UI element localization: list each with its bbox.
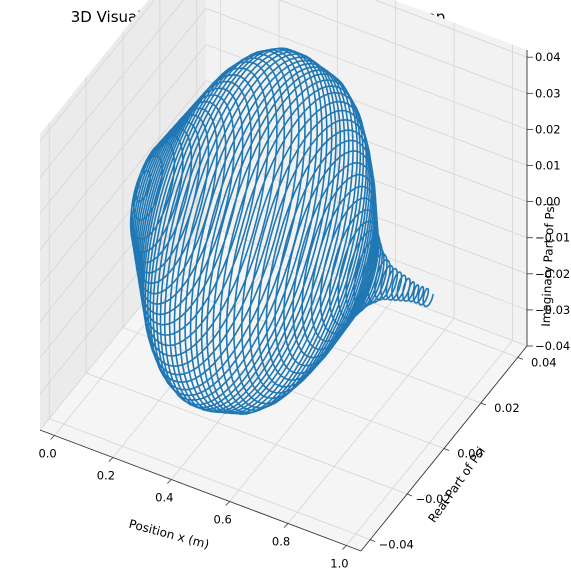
y-tick-label: 0.00 [457, 447, 483, 461]
z-tick-label: −0.02 [535, 267, 570, 281]
z-axis-label: Imaginary Part of Psi [539, 203, 557, 327]
tick-labels: 0.0 0.2 0.4 0.6 0.8 1.0 −0.04 −0.02 0.00 0.02 0.04… [38, 50, 570, 569]
z-grid-back [278, 0, 528, 94]
x-tick-label: 0.8 [272, 535, 290, 549]
y-tick-label: 0.02 [494, 401, 520, 415]
z-grid-side [39, 116, 207, 322]
z-grid-side [39, 0, 155, 142]
z-tick-label: 0.00 [535, 195, 561, 209]
z-tick-label: 0.04 [535, 50, 561, 64]
x-tick-label: 1.0 [330, 557, 348, 569]
data-series [129, 47, 434, 415]
y-grid-floor [49, 418, 371, 540]
y-tick-mark [480, 402, 487, 406]
z-grid-side [39, 44, 207, 250]
y-tick-mark [370, 539, 376, 542]
x-tick-label: 0.4 [155, 491, 173, 505]
x-tick-mark [108, 457, 114, 462]
z-grid-side [39, 8, 207, 214]
x-tick-mark [167, 479, 172, 484]
y-tick-label: 0.04 [531, 355, 557, 369]
x-tick-mark [50, 435, 55, 440]
x-tick-mark [283, 523, 289, 528]
x-axis-line [39, 429, 362, 552]
z-grid-back [205, 44, 528, 166]
z-tick-label: −0.04 [535, 339, 570, 353]
z-tick-label: −0.01 [535, 231, 570, 245]
z-grid-side [39, 0, 185, 178]
z-grid-side [39, 80, 207, 286]
y-grid-floor [85, 372, 408, 495]
y-tick-mark [517, 357, 523, 360]
z-grid-back [205, 8, 528, 130]
y-tick-label: −0.04 [379, 538, 414, 552]
x-tick-mark [342, 545, 347, 550]
x-tick-label: 0.0 [38, 447, 56, 461]
z-tick-label: 0.02 [535, 122, 561, 136]
x-axis-label: Position x (m) [127, 517, 210, 552]
y-grid-floor [122, 327, 445, 449]
y-tick-mark [443, 448, 450, 451]
z-grid-back [374, 0, 528, 58]
z-tick-label: 0.01 [535, 159, 561, 173]
wavefunction-line [129, 47, 434, 415]
x-tick-label: 0.6 [214, 513, 232, 527]
y-grid-floor [159, 281, 482, 404]
z-tick-label: 0.03 [535, 86, 561, 100]
x-tick-label: 0.2 [97, 469, 115, 483]
y-tick-mark [406, 493, 413, 497]
x-tick-mark [225, 501, 230, 506]
z-tick-label: −0.03 [535, 303, 570, 317]
y-tick-label: −0.02 [415, 492, 450, 506]
